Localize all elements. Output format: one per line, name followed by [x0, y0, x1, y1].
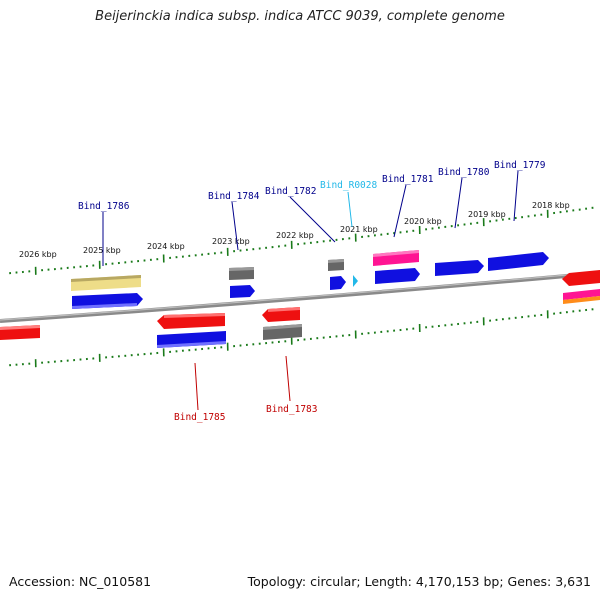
forward-strand-features	[71, 250, 549, 309]
feature-cds-reverse-top	[268, 307, 300, 312]
gene-label[interactable]: Bind_1784	[208, 191, 260, 202]
scale-label: 2022 kbp	[276, 231, 314, 240]
gene-labels: Bind_1786 Bind_1784 Bind_1782 Bind_R0028…	[78, 160, 546, 423]
feature-cds-forward[interactable]	[435, 260, 484, 276]
feature-cds-forward[interactable]	[230, 285, 255, 298]
feature-cds-forward-shadow	[72, 303, 137, 309]
scale-ticks-bottom	[9, 308, 594, 368]
label-pointers	[102, 170, 519, 411]
gene-label[interactable]: Bind_1782	[265, 186, 316, 197]
genome-summary-text: Topology: circular; Length: 4,170,153 bp…	[247, 574, 591, 589]
scale-labels: 2026 kbp 2025 kbp 2024 kbp 2023 kbp 2022…	[19, 201, 570, 259]
feature-cds-forward[interactable]	[488, 252, 549, 271]
scale-label: 2024 kbp	[147, 242, 185, 251]
map-title: Beijerinckia indica subsp. indica ATCC 9…	[95, 9, 505, 24]
gene-label[interactable]: Bind_1779	[494, 160, 546, 171]
feature-trna[interactable]	[353, 275, 358, 287]
feature-cds-reverse-top	[0, 325, 40, 330]
scale-label: 2019 kbp	[468, 210, 506, 219]
feature-rna-magenta[interactable]	[563, 289, 600, 300]
accession-text: Accession: NC_010581	[9, 574, 152, 589]
scale-ticks-top	[9, 206, 594, 275]
scale-label: 2023 kbp	[212, 237, 250, 246]
feature-pseudogene-top	[229, 267, 254, 271]
feature-rna-magenta-top	[373, 250, 419, 257]
scale-label: 2020 kbp	[404, 217, 442, 226]
feature-pseudogene-top	[328, 259, 344, 263]
scale-label: 2026 kbp	[19, 250, 57, 259]
feature-pseudogene-top	[263, 324, 302, 330]
gene-label[interactable]: Bind_1783	[266, 404, 317, 415]
gene-label[interactable]: Bind_R0028	[320, 180, 377, 191]
gene-label[interactable]: Bind_1785	[174, 412, 225, 423]
feature-cds-reverse[interactable]	[562, 270, 600, 286]
feature-cds-forward-shadow	[157, 341, 226, 348]
feature-misc-yellow-top	[71, 275, 141, 282]
genome-backbone	[0, 271, 600, 323]
feature-misc-orange[interactable]	[563, 296, 600, 304]
gene-label[interactable]: Bind_1781	[382, 174, 434, 185]
feature-cds-forward[interactable]	[330, 276, 346, 290]
scale-label: 2018 kbp	[532, 201, 570, 210]
gene-label[interactable]: Bind_1786	[78, 201, 130, 212]
scale-label: 2025 kbp	[83, 246, 121, 255]
genome-backbone-highlight	[0, 271, 600, 321]
feature-cds-forward[interactable]	[375, 268, 420, 284]
reverse-strand-features	[0, 270, 600, 348]
feature-cds-reverse-top	[164, 313, 225, 318]
scale-label: 2021 kbp	[340, 225, 378, 234]
gene-label[interactable]: Bind_1780	[438, 167, 490, 178]
